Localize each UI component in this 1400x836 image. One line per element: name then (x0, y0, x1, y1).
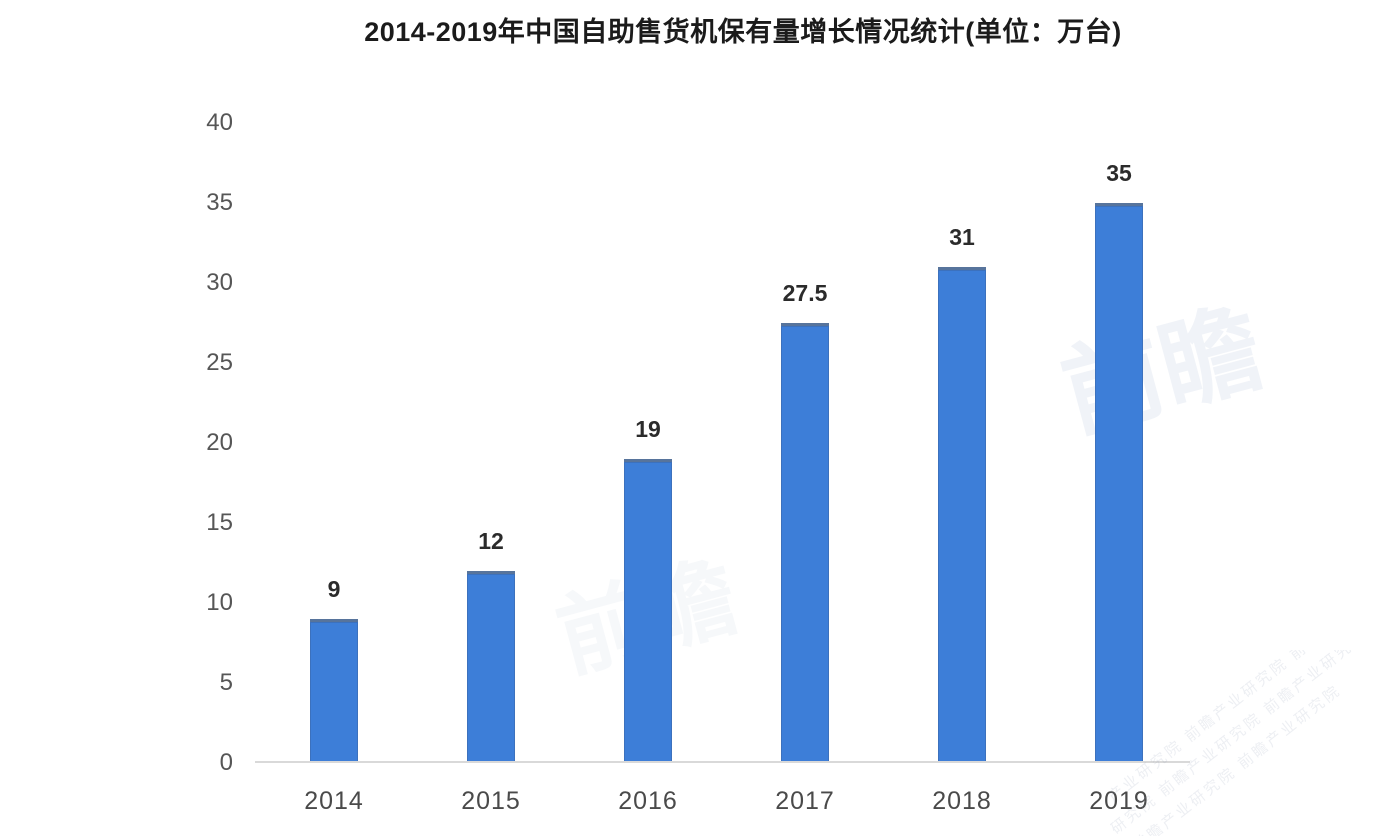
y-tick-label-10: 10 (206, 589, 233, 616)
x-tick-label-2015: 2015 (461, 787, 521, 815)
y-tick-label-30: 30 (206, 269, 233, 296)
bar-2015 (467, 571, 515, 763)
bar-value-label-2016: 19 (635, 416, 661, 442)
watermark-logo-right: 前瞻 (1051, 291, 1274, 452)
bar-value-label-2014: 9 (327, 576, 341, 602)
bar-value-label-2019: 35 (1106, 160, 1132, 186)
y-tick-label-0: 0 (219, 749, 233, 776)
bar-2018 (938, 267, 986, 763)
y-tick-label-15: 15 (206, 509, 233, 536)
x-tick-label-2014: 2014 (304, 787, 364, 815)
y-tick-label-35: 35 (206, 189, 233, 216)
bar-2016 (624, 459, 672, 763)
bar-value-label-2018: 31 (949, 224, 975, 250)
bar-value-label-2015: 12 (478, 528, 504, 554)
bar-2017 (781, 323, 829, 763)
bar-value-label-2017: 27.5 (782, 280, 828, 306)
x-tick-label-2019: 2019 (1089, 787, 1149, 815)
bar-2019 (1095, 203, 1143, 763)
y-tick-label-5: 5 (219, 669, 233, 696)
chart-title: 2014-2019年中国自助售货机保有量增长情况统计(单位：万台) (364, 17, 1122, 47)
x-tick-label-2018: 2018 (932, 787, 992, 815)
y-tick-label-40: 40 (206, 109, 233, 136)
y-tick-label-25: 25 (206, 349, 233, 376)
x-axis-line (255, 761, 1190, 763)
x-tick-label-2017: 2017 (775, 787, 835, 815)
bar-2014 (310, 619, 358, 763)
y-tick-label-20: 20 (206, 429, 233, 456)
x-tick-label-2016: 2016 (618, 787, 678, 815)
